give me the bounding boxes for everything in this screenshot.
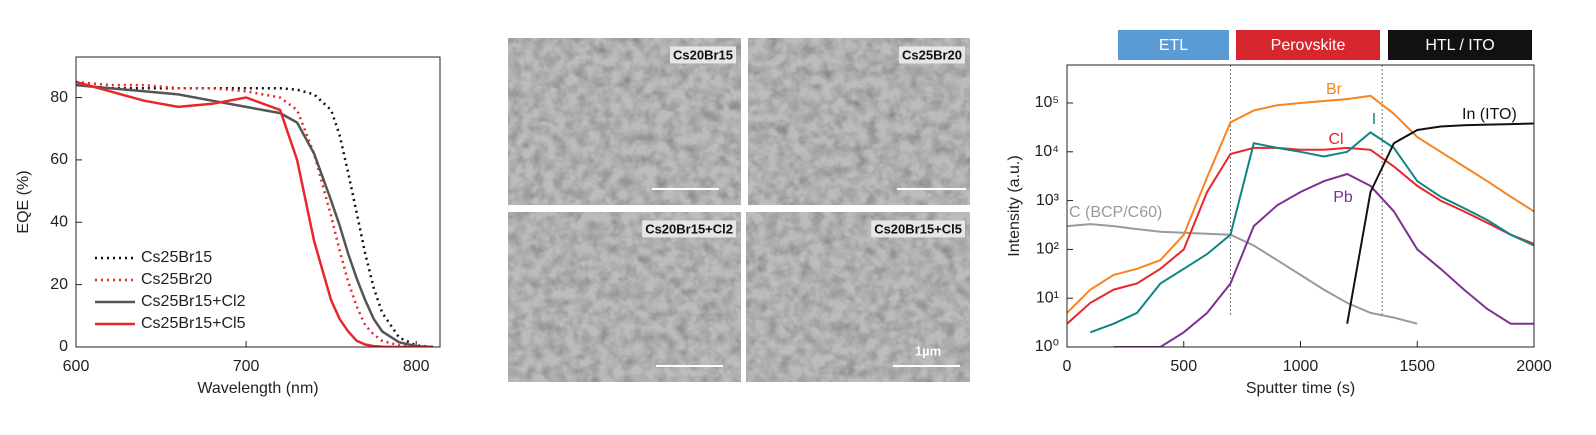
scale-label: 1µm [915, 343, 941, 358]
region-bar [1236, 30, 1380, 60]
sem-label: Cs25Br20 [902, 47, 962, 62]
x-tick-label: 1500 [1399, 358, 1435, 375]
sem-label: Cs20Br15 [673, 47, 733, 62]
plot-frame [75, 56, 441, 348]
y-axis-label: EQE (%) [15, 170, 32, 233]
x-tick-label: 2000 [1516, 358, 1552, 375]
y-tick-label: 20 [50, 276, 68, 293]
series-line [76, 83, 434, 347]
sem-label-bg [670, 46, 736, 64]
region-bar [1388, 30, 1532, 60]
plot-frame [1066, 64, 1535, 348]
series-line [76, 83, 434, 347]
legend-label: Cs25Br15+Cl5 [141, 315, 246, 332]
region-label: ETL [1159, 37, 1188, 54]
sem-texture [748, 38, 970, 205]
y-tick-label: 10³ [1036, 192, 1060, 209]
sem-label: Cs20Br15+Cl2 [645, 221, 733, 236]
x-tick-label: 1000 [1283, 358, 1319, 375]
series-label: Pb [1333, 189, 1353, 206]
y-tick-label: 10¹ [1036, 289, 1059, 306]
legend-label: Cs25Br20 [141, 271, 212, 288]
series-label: Cl [1328, 131, 1343, 148]
y-tick-label: 80 [50, 89, 68, 106]
series-line [1067, 94, 1534, 314]
y-tick-label: 10² [1036, 241, 1060, 258]
x-tick-label: 700 [233, 358, 260, 375]
sem-texture [508, 212, 741, 382]
sem-label: Cs20Br15+Cl5 [874, 221, 962, 236]
series-label: In (ITO) [1462, 106, 1517, 123]
series-line [1067, 224, 1464, 332]
y-axis-label: Intensity (a.u.) [1006, 155, 1023, 256]
sem-label-bg [871, 220, 965, 238]
y-tick-label: 10⁰ [1035, 338, 1059, 355]
sem-label-bg [642, 220, 736, 238]
region-label: HTL / ITO [1425, 37, 1494, 54]
series-line [1346, 122, 1534, 324]
x-tick-label: 0 [1063, 358, 1072, 375]
sem-texture [508, 38, 741, 205]
sem-label-bg [899, 46, 965, 64]
region-bar [1118, 30, 1229, 60]
region-label: Perovskite [1271, 37, 1346, 54]
x-axis-label: Wavelength (nm) [197, 380, 318, 397]
series-line [1113, 172, 1534, 347]
series-line [76, 80, 434, 347]
y-tick-label: 10⁴ [1034, 143, 1059, 160]
legend-label: Cs25Br15+Cl2 [141, 293, 246, 310]
series-label: C (BCP/C60) [1069, 204, 1162, 221]
x-axis-label: Sputter time (s) [1246, 380, 1355, 397]
y-tick-label: 0 [59, 338, 68, 355]
sem-texture [746, 212, 970, 382]
x-tick-label: 500 [1170, 358, 1197, 375]
series-line [1067, 146, 1534, 325]
y-tick-label: 40 [50, 213, 68, 230]
series-label: I [1372, 111, 1376, 128]
series-line [76, 80, 434, 347]
y-tick-label: 10⁵ [1035, 94, 1059, 111]
series-line [1089, 131, 1534, 334]
legend-label: Cs25Br15 [141, 249, 212, 266]
series-label: Br [1326, 81, 1343, 98]
y-tick-label: 60 [50, 151, 68, 168]
x-tick-label: 600 [63, 358, 90, 375]
x-tick-label: 800 [403, 358, 430, 375]
